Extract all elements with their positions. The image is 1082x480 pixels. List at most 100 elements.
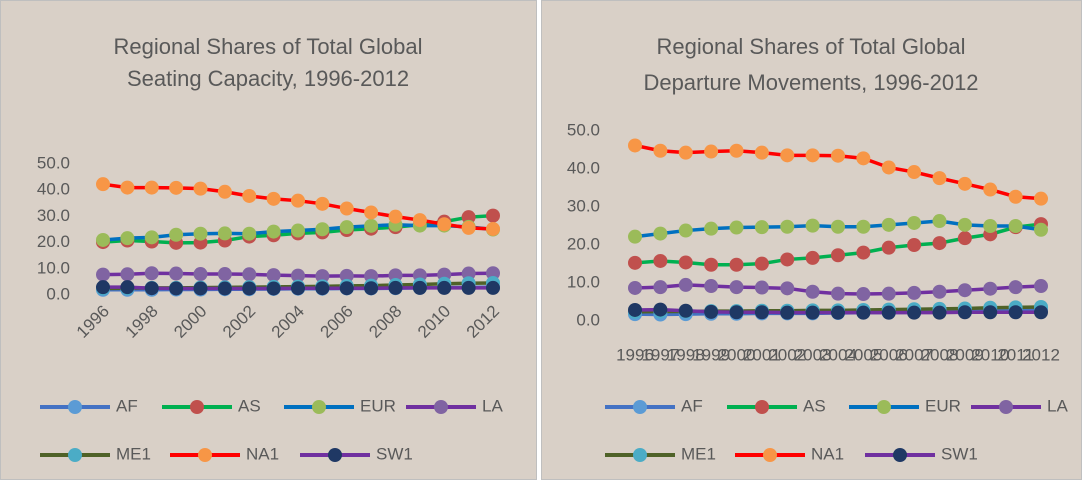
data-point <box>144 281 159 296</box>
data-point <box>1008 219 1023 233</box>
x-tick-label: 2000 <box>718 345 756 364</box>
data-point <box>412 280 427 295</box>
data-point <box>437 280 452 295</box>
data-point <box>266 268 281 283</box>
data-point <box>957 231 972 246</box>
data-point <box>831 148 845 163</box>
y-tick-label: 40.0 <box>37 180 70 199</box>
data-point <box>461 280 476 295</box>
legend-marker <box>755 400 769 414</box>
data-point <box>242 281 257 296</box>
legend-label: AS <box>238 396 261 415</box>
data-point <box>831 248 845 263</box>
data-point <box>242 188 257 203</box>
data-point <box>217 184 232 199</box>
y-tick-label: 0.0 <box>46 284 70 303</box>
data-point <box>437 217 452 232</box>
data-point <box>486 208 500 223</box>
x-tick-label: 2005 <box>844 345 882 364</box>
data-point <box>120 231 135 246</box>
legend-marker <box>312 400 326 414</box>
y-tick-label: 50.0 <box>567 120 600 139</box>
data-point <box>856 287 871 302</box>
data-point <box>217 226 232 241</box>
data-point <box>653 226 668 241</box>
data-point <box>881 305 896 320</box>
x-tick-label: 2003 <box>794 345 832 364</box>
data-point <box>1034 191 1048 206</box>
data-point <box>957 217 972 232</box>
data-point <box>907 238 922 252</box>
data-point <box>754 145 769 160</box>
data-point <box>412 213 427 228</box>
x-tick-label: 2008 <box>921 345 959 364</box>
data-point <box>193 226 208 241</box>
legend-marker <box>999 400 1013 414</box>
legend-marker <box>763 448 777 462</box>
x-tick-label: 1996 <box>616 345 654 364</box>
legend-label: EUR <box>925 396 961 415</box>
data-point <box>217 281 232 296</box>
data-point <box>461 266 476 281</box>
data-point <box>754 280 769 295</box>
x-tick-label: 1999 <box>692 345 730 364</box>
data-point <box>678 303 693 318</box>
data-point <box>169 227 184 242</box>
data-point <box>1034 305 1048 320</box>
legend-marker <box>190 400 204 414</box>
data-point <box>957 283 972 298</box>
legend-marker <box>68 448 82 462</box>
data-point <box>169 281 184 296</box>
data-point <box>169 266 184 281</box>
data-point <box>628 138 642 153</box>
data-point <box>729 220 744 235</box>
data-point <box>291 223 305 238</box>
data-point <box>729 257 744 272</box>
data-point <box>881 160 896 175</box>
data-point <box>907 215 922 230</box>
data-point <box>856 245 871 260</box>
data-point <box>364 281 379 296</box>
data-point <box>291 193 305 208</box>
data-point <box>653 302 668 317</box>
data-point <box>780 148 795 163</box>
data-point <box>486 280 500 295</box>
x-tick-label: 2006 <box>870 345 908 364</box>
data-point <box>780 305 795 320</box>
legend-label: SW1 <box>376 444 413 463</box>
chart-title: Seating Capacity, 1996-2012 <box>127 66 409 91</box>
data-point <box>120 180 135 195</box>
data-point <box>780 281 795 296</box>
data-point <box>193 267 208 282</box>
data-point <box>805 305 820 320</box>
data-point <box>678 277 693 292</box>
data-point <box>754 256 769 271</box>
y-tick-label: 10.0 <box>37 258 70 277</box>
data-point <box>628 229 642 244</box>
data-point <box>983 281 998 296</box>
y-tick-label: 10.0 <box>567 272 600 291</box>
data-point <box>339 201 354 216</box>
chart-title: Departure Movements, 1996-2012 <box>643 70 978 95</box>
data-point <box>831 219 845 234</box>
data-point <box>983 305 998 320</box>
legend-marker <box>633 448 647 462</box>
x-tick-label: 1997 <box>641 345 679 364</box>
y-tick-label: 20.0 <box>567 234 600 253</box>
data-point <box>653 280 668 295</box>
data-point <box>754 305 769 320</box>
y-tick-label: 40.0 <box>567 158 600 177</box>
data-point <box>856 305 871 320</box>
x-tick-label: 2011 <box>997 345 1034 364</box>
legend-marker <box>328 448 342 462</box>
data-point <box>729 143 744 158</box>
data-point <box>266 191 281 206</box>
x-tick-label: 2012 <box>1022 345 1060 364</box>
data-point <box>628 302 642 317</box>
y-tick-label: 20.0 <box>37 232 70 251</box>
data-point <box>831 305 845 320</box>
data-point <box>96 267 110 282</box>
legend-marker <box>198 448 212 462</box>
legend-label: LA <box>1047 396 1068 415</box>
data-point <box>704 221 719 236</box>
